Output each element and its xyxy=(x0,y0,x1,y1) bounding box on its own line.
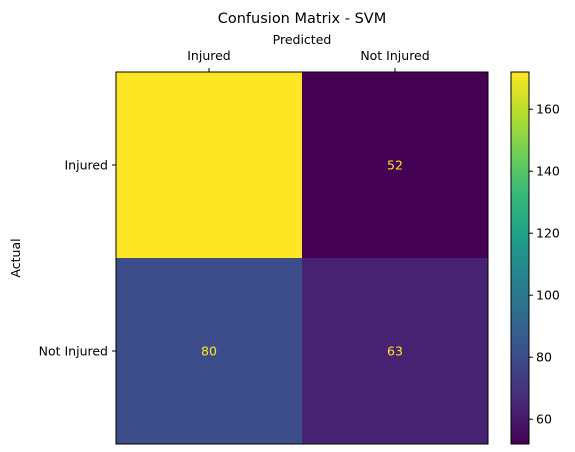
y-tick-label: Injured xyxy=(65,158,109,173)
colorbar-tick-label: 160 xyxy=(536,102,560,117)
colorbar xyxy=(510,71,530,445)
x-axis-label: Predicted xyxy=(273,32,332,47)
colorbar-tick-label: 60 xyxy=(536,412,552,427)
matrix-cell-r1-c1 xyxy=(302,258,488,444)
cell-value-r1-c0: 80 xyxy=(201,344,217,359)
matrix-cell-r1-c0 xyxy=(116,258,302,444)
cell-value-r0-c1: 52 xyxy=(387,158,403,173)
y-ticks: Injured Not Injured xyxy=(39,158,116,359)
plot-frame xyxy=(115,71,489,445)
matrix-cell-r0-c0 xyxy=(116,72,302,258)
matrix-cells: 172 52 80 63 xyxy=(116,72,488,444)
chart-title: Confusion Matrix - SVM xyxy=(218,11,386,27)
x-ticks: Injured Not Injured xyxy=(187,48,430,72)
colorbar-tick-label: 100 xyxy=(536,288,560,303)
colorbar-ticks: 60 80 100 120 140 160 xyxy=(529,102,560,427)
x-tick-label: Injured xyxy=(187,48,231,63)
cell-value-r1-c1: 63 xyxy=(387,344,403,359)
colorbar-tick-label: 80 xyxy=(536,350,552,365)
colorbar-tick-label: 120 xyxy=(536,226,560,241)
x-tick-label: Not Injured xyxy=(360,48,429,63)
y-axis-label: Actual xyxy=(8,238,23,277)
colorbar-tick-label: 140 xyxy=(536,164,560,179)
cell-value-r0-c0: 172 xyxy=(197,158,221,173)
y-tick-label: Not Injured xyxy=(39,344,108,359)
matrix-cell-r0-c1 xyxy=(302,72,488,258)
